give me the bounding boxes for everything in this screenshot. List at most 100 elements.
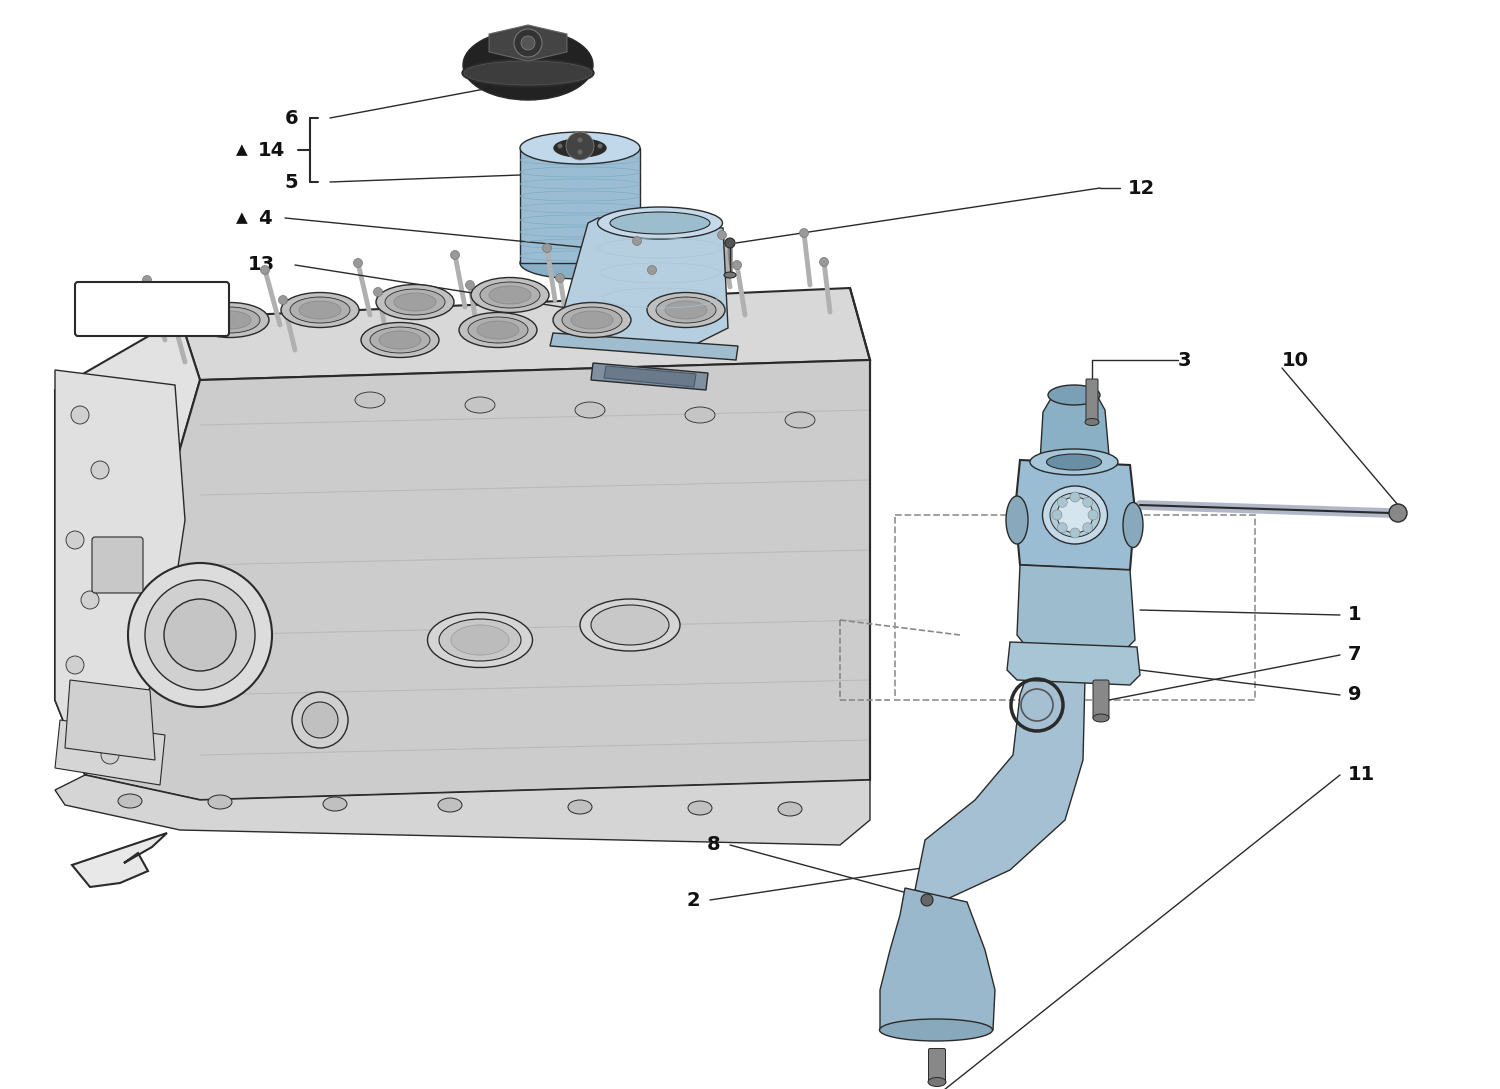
Ellipse shape xyxy=(580,599,680,651)
Ellipse shape xyxy=(688,802,712,815)
Polygon shape xyxy=(56,720,165,785)
Ellipse shape xyxy=(464,30,592,100)
Circle shape xyxy=(92,461,110,479)
Ellipse shape xyxy=(1094,714,1108,722)
Ellipse shape xyxy=(370,327,430,353)
Circle shape xyxy=(543,244,552,253)
Circle shape xyxy=(514,29,541,57)
Ellipse shape xyxy=(464,61,592,85)
Ellipse shape xyxy=(465,397,495,413)
Circle shape xyxy=(566,132,594,160)
Polygon shape xyxy=(1007,643,1140,685)
Ellipse shape xyxy=(190,303,268,338)
Text: ▲: ▲ xyxy=(88,302,99,317)
FancyBboxPatch shape xyxy=(75,282,230,337)
Polygon shape xyxy=(1016,460,1136,570)
Ellipse shape xyxy=(394,293,436,311)
Circle shape xyxy=(146,580,255,690)
Circle shape xyxy=(1058,498,1068,507)
Ellipse shape xyxy=(778,802,802,816)
Circle shape xyxy=(1070,528,1080,538)
Ellipse shape xyxy=(591,605,669,645)
Circle shape xyxy=(142,276,152,284)
Text: 1: 1 xyxy=(1348,605,1362,624)
Ellipse shape xyxy=(724,272,736,278)
Ellipse shape xyxy=(427,612,532,668)
Polygon shape xyxy=(489,25,567,61)
Ellipse shape xyxy=(1084,418,1100,426)
Ellipse shape xyxy=(554,139,606,157)
Ellipse shape xyxy=(462,59,594,87)
Circle shape xyxy=(555,273,564,282)
Circle shape xyxy=(1058,497,1094,533)
FancyBboxPatch shape xyxy=(1094,680,1108,719)
Polygon shape xyxy=(86,360,870,800)
Text: 11: 11 xyxy=(1348,766,1376,784)
Circle shape xyxy=(1088,510,1098,521)
Ellipse shape xyxy=(322,797,346,811)
Circle shape xyxy=(279,295,288,305)
Polygon shape xyxy=(56,318,200,775)
Circle shape xyxy=(921,894,933,906)
Ellipse shape xyxy=(1050,493,1100,537)
Circle shape xyxy=(128,563,272,707)
FancyBboxPatch shape xyxy=(1086,379,1098,423)
Ellipse shape xyxy=(440,619,520,661)
Ellipse shape xyxy=(438,798,462,812)
Polygon shape xyxy=(550,333,738,360)
Text: 3: 3 xyxy=(1178,351,1191,369)
Circle shape xyxy=(1058,523,1068,533)
Ellipse shape xyxy=(597,207,723,238)
Ellipse shape xyxy=(468,317,528,343)
FancyBboxPatch shape xyxy=(928,1049,945,1084)
Circle shape xyxy=(732,260,741,269)
Circle shape xyxy=(302,702,338,738)
Ellipse shape xyxy=(290,297,350,323)
Ellipse shape xyxy=(478,72,578,94)
Text: ▲: ▲ xyxy=(237,143,248,158)
Text: 8: 8 xyxy=(706,835,720,855)
Ellipse shape xyxy=(362,322,440,357)
Circle shape xyxy=(374,287,382,296)
Text: ▲: ▲ xyxy=(237,210,248,225)
Ellipse shape xyxy=(452,625,509,654)
Ellipse shape xyxy=(928,1077,946,1087)
Circle shape xyxy=(819,257,828,267)
Ellipse shape xyxy=(1047,454,1101,470)
Circle shape xyxy=(724,238,735,248)
Circle shape xyxy=(292,692,348,748)
Ellipse shape xyxy=(520,247,640,279)
Circle shape xyxy=(465,281,474,290)
Circle shape xyxy=(520,36,536,50)
FancyBboxPatch shape xyxy=(520,148,640,264)
Text: 13: 13 xyxy=(248,256,274,274)
Text: 5: 5 xyxy=(285,172,298,192)
Polygon shape xyxy=(56,370,184,775)
Ellipse shape xyxy=(477,321,519,339)
Ellipse shape xyxy=(200,307,260,333)
Circle shape xyxy=(1052,510,1062,521)
Ellipse shape xyxy=(471,278,549,313)
Circle shape xyxy=(597,144,603,148)
Ellipse shape xyxy=(784,412,814,428)
Text: 6: 6 xyxy=(285,109,298,127)
Ellipse shape xyxy=(610,212,710,234)
Circle shape xyxy=(92,711,110,729)
Circle shape xyxy=(633,236,642,245)
Ellipse shape xyxy=(376,284,454,319)
Circle shape xyxy=(1083,523,1092,533)
Circle shape xyxy=(165,303,174,311)
Circle shape xyxy=(578,149,582,155)
Circle shape xyxy=(70,406,88,424)
Ellipse shape xyxy=(1042,486,1107,544)
Ellipse shape xyxy=(664,301,706,319)
Circle shape xyxy=(800,229,808,237)
Circle shape xyxy=(648,266,657,274)
Polygon shape xyxy=(1017,565,1136,650)
Ellipse shape xyxy=(1030,449,1118,475)
Ellipse shape xyxy=(646,293,724,328)
Circle shape xyxy=(100,746,118,764)
Polygon shape xyxy=(591,363,708,390)
Text: 14: 14 xyxy=(258,140,285,159)
Polygon shape xyxy=(1040,392,1110,467)
